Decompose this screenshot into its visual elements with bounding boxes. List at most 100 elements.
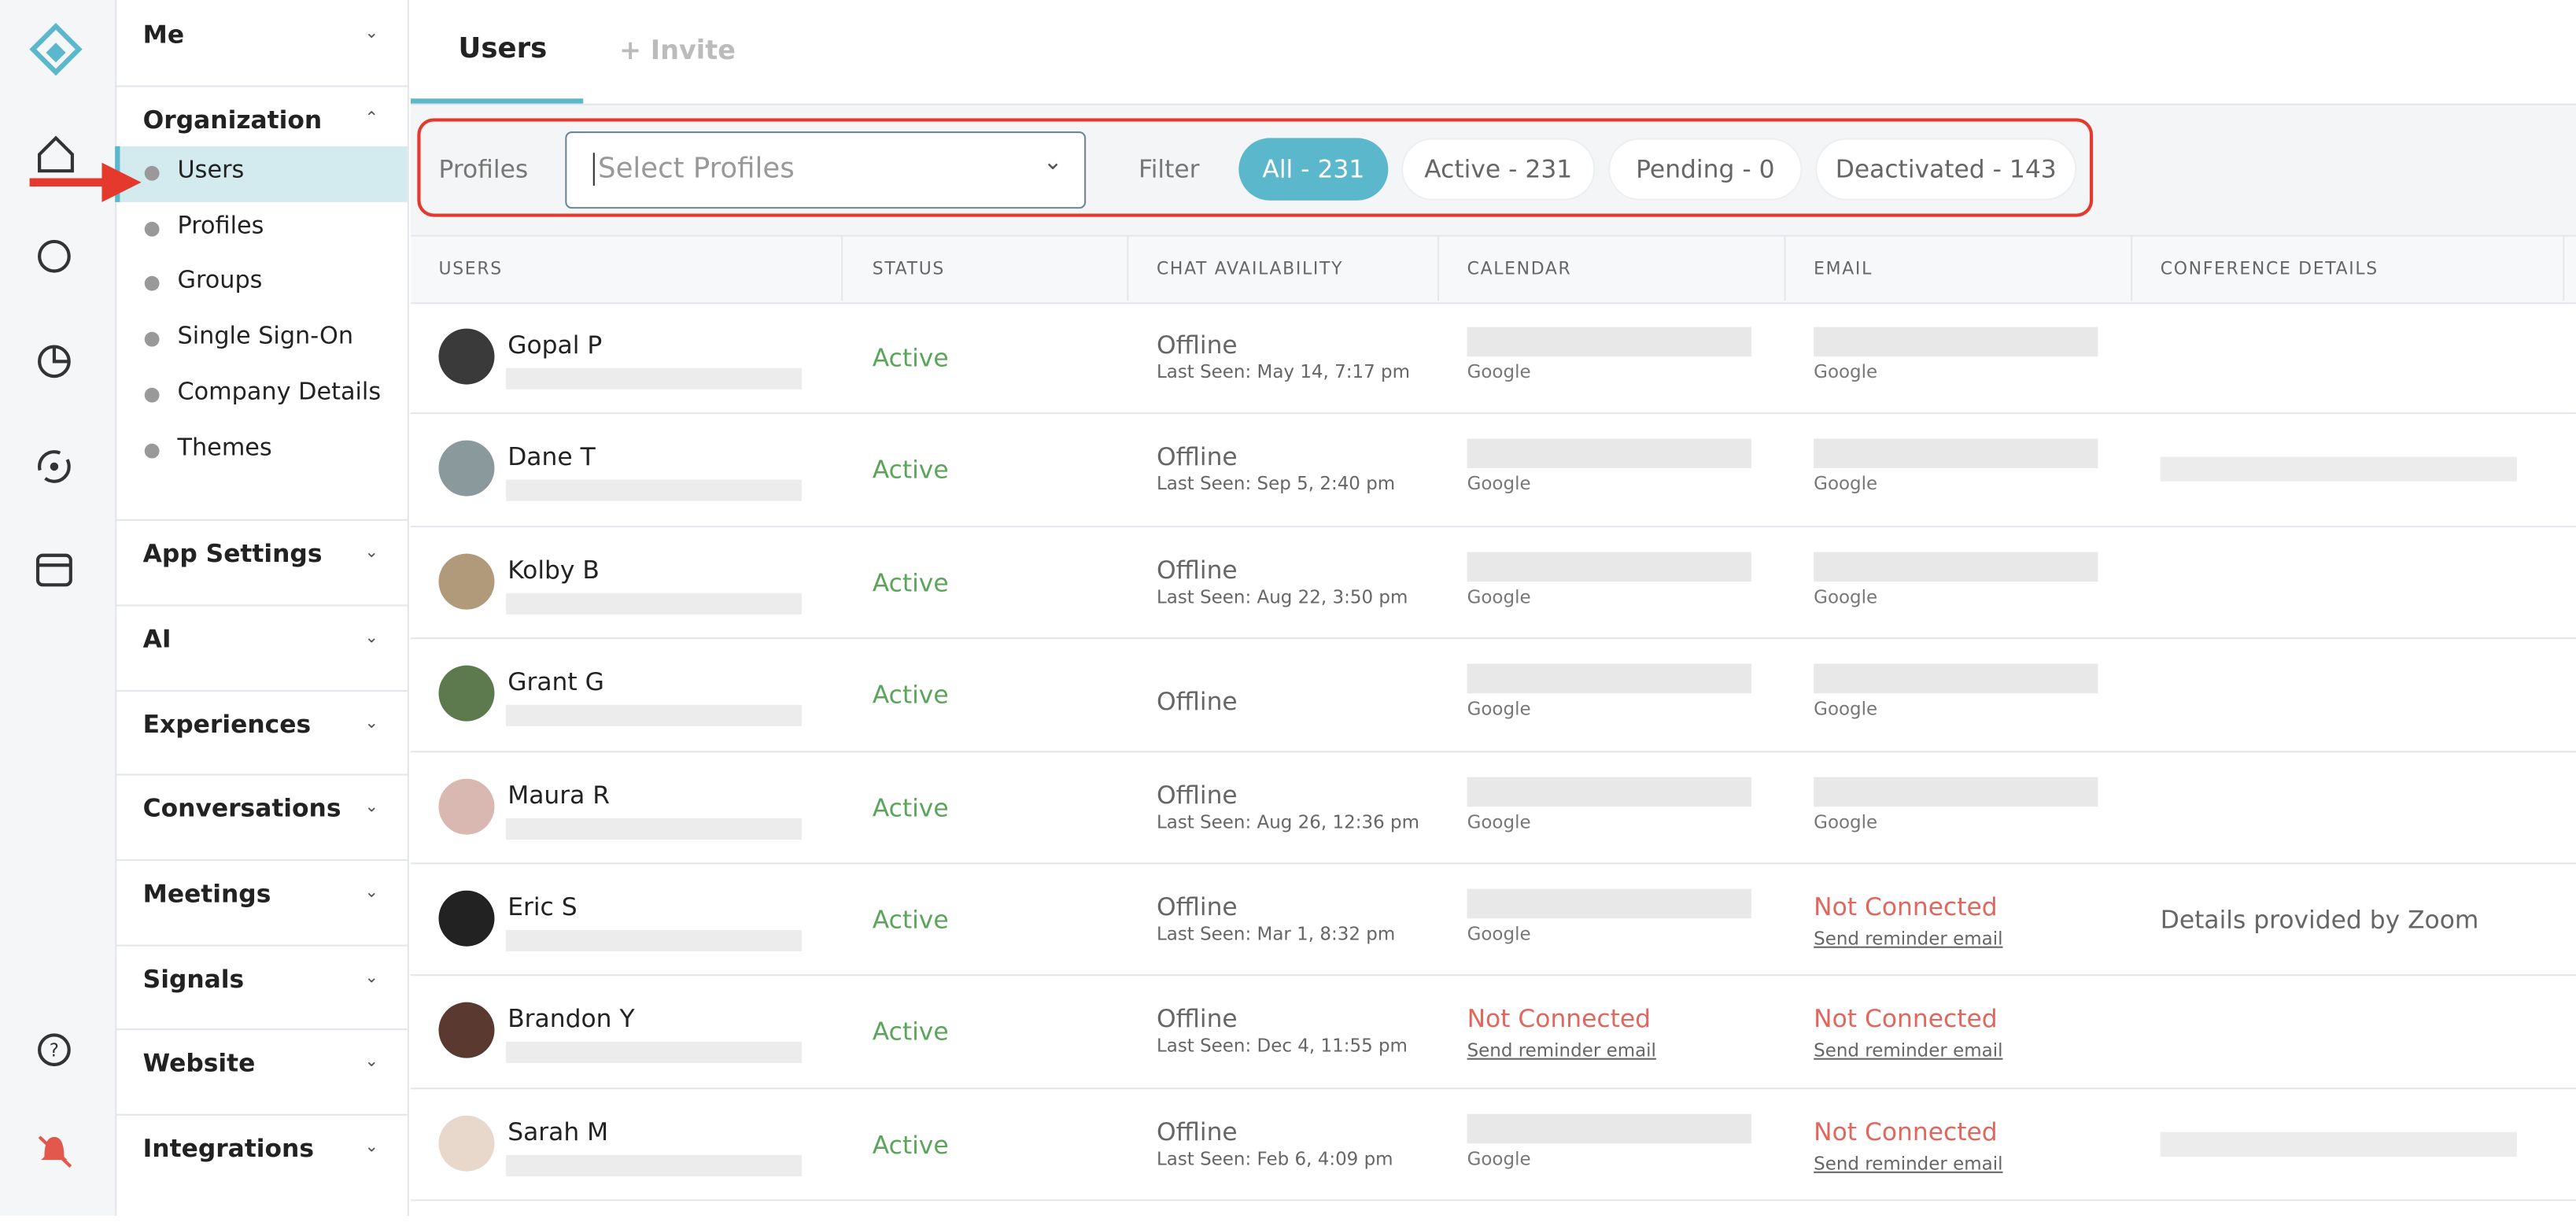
settings-nav: Me ⌄ Organization ⌃ Users Profiles Groups Singl… bbox=[115, 0, 409, 1216]
filter-pill-label[interactable]: Deactivated - 143 bbox=[1835, 154, 2057, 184]
nav-item[interactable]: Groups bbox=[177, 268, 263, 295]
row-divider bbox=[411, 525, 2576, 527]
table-header bbox=[411, 234, 2576, 305]
connection-status: Not Connected bbox=[1814, 892, 1998, 922]
user-name[interactable]: Maura R bbox=[507, 779, 611, 810]
reminder-link[interactable]: Send reminder email bbox=[1814, 1040, 2003, 1062]
filter-pill-label[interactable]: Active - 231 bbox=[1424, 154, 1573, 184]
status: Active bbox=[872, 343, 949, 373]
redacted bbox=[2160, 457, 2517, 482]
filter-pill[interactable]: All - 231 bbox=[1238, 138, 1389, 201]
filter-label: Filter bbox=[1138, 154, 1200, 184]
divider bbox=[115, 774, 408, 777]
avatar bbox=[438, 441, 495, 497]
chevron: ⌄ bbox=[364, 884, 379, 903]
section-label[interactable]: Meetings bbox=[142, 879, 271, 909]
column-divider bbox=[1437, 234, 1440, 301]
chat-status: Offline bbox=[1156, 1004, 1238, 1035]
row-divider bbox=[411, 862, 2576, 865]
reminder-link[interactable]: Send reminder email bbox=[1467, 1040, 1656, 1062]
user-name[interactable]: Eric S bbox=[507, 892, 578, 922]
section-label[interactable]: Conversations bbox=[142, 794, 341, 824]
column-divider bbox=[2131, 234, 2133, 301]
divider bbox=[115, 1113, 408, 1116]
section-label[interactable]: Signals bbox=[142, 964, 245, 994]
redacted bbox=[1467, 439, 1751, 469]
section-label[interactable]: AI bbox=[142, 624, 172, 654]
connection-status: Not Connected bbox=[1467, 1004, 1652, 1035]
column-header: CHAT AVAILABILITY bbox=[1156, 259, 1344, 279]
redacted bbox=[1467, 552, 1751, 581]
column-divider bbox=[2563, 234, 2565, 301]
nav-item[interactable]: Single Sign-On bbox=[177, 323, 354, 350]
redacted bbox=[1814, 663, 2098, 694]
item-icon bbox=[144, 443, 160, 458]
nav-item[interactable]: Company Details bbox=[177, 379, 382, 406]
section-label[interactable]: Me bbox=[142, 20, 185, 50]
user-name[interactable]: Kolby B bbox=[507, 555, 600, 585]
section-label[interactable]: Experiences bbox=[142, 709, 312, 739]
reminder-link[interactable]: Send reminder email bbox=[1814, 1153, 2003, 1175]
redacted bbox=[2160, 1132, 2517, 1157]
provider: Google bbox=[1467, 361, 1531, 383]
provider: Google bbox=[1814, 698, 1878, 720]
filter-pill-label[interactable]: Pending - 0 bbox=[1636, 154, 1775, 184]
status: Active bbox=[872, 792, 949, 823]
redacted bbox=[506, 480, 802, 502]
chevron: ⌄ bbox=[364, 1054, 379, 1072]
section-label[interactable]: Website bbox=[142, 1048, 256, 1079]
rail-icons: ? bbox=[29, 22, 83, 1168]
reminder-link[interactable]: Send reminder email bbox=[1814, 928, 2003, 950]
select-chevron: ⌄ bbox=[1043, 150, 1063, 176]
provider: Google bbox=[1467, 698, 1531, 720]
chat-status: Offline bbox=[1156, 779, 1238, 810]
user-name[interactable]: Sarah M bbox=[507, 1117, 609, 1146]
nav-item[interactable]: Profiles bbox=[177, 212, 264, 239]
filter-pill[interactable]: Deactivated - 143 bbox=[1815, 138, 2077, 201]
item-icon bbox=[144, 165, 160, 181]
provider: Google bbox=[1467, 474, 1531, 496]
avatar bbox=[438, 1115, 495, 1172]
redacted bbox=[1814, 327, 2098, 357]
avatar bbox=[438, 777, 495, 834]
chevron: ⌄ bbox=[364, 799, 379, 818]
user-name[interactable]: Grant G bbox=[507, 667, 604, 697]
row-divider bbox=[411, 750, 2576, 752]
section-label[interactable]: App Settings bbox=[142, 539, 323, 569]
section-label[interactable]: Integrations bbox=[142, 1133, 315, 1164]
redacted bbox=[1467, 327, 1751, 357]
user-name[interactable]: Brandon Y bbox=[507, 1004, 635, 1035]
tab[interactable]: + Invite bbox=[619, 34, 736, 66]
divider bbox=[115, 604, 408, 607]
filter-pill-label[interactable]: All - 231 bbox=[1262, 154, 1365, 184]
select-placeholder: Select Profiles bbox=[592, 153, 795, 186]
profiles-select[interactable]: Select Profiles ⌄ bbox=[565, 131, 1087, 209]
avatar bbox=[438, 666, 495, 722]
user-name[interactable]: Gopal P bbox=[507, 330, 603, 360]
provider: Google bbox=[1814, 361, 1878, 383]
provider: Google bbox=[1814, 810, 1878, 833]
redacted bbox=[506, 593, 802, 615]
tab[interactable]: Users bbox=[458, 32, 548, 66]
provider: Google bbox=[1467, 923, 1531, 945]
section-label[interactable]: Organization bbox=[142, 104, 323, 135]
divider bbox=[115, 1028, 408, 1031]
user-name[interactable]: Dane T bbox=[507, 442, 596, 473]
redacted bbox=[1467, 1113, 1751, 1143]
avatar bbox=[438, 890, 495, 947]
redacted bbox=[506, 929, 802, 951]
row-divider bbox=[411, 1087, 2576, 1089]
chat-status: Offline bbox=[1156, 442, 1238, 473]
nav-item[interactable]: Users bbox=[177, 157, 245, 184]
chat-status: Offline bbox=[1156, 892, 1238, 922]
tab-underline bbox=[411, 98, 584, 104]
filter-pill[interactable]: Active - 231 bbox=[1401, 138, 1596, 201]
chat-status: Offline bbox=[1156, 330, 1238, 360]
avatar bbox=[438, 328, 495, 385]
connection-status: Not Connected bbox=[1814, 1004, 1998, 1035]
nav-item[interactable]: Themes bbox=[177, 434, 272, 462]
redacted bbox=[506, 1154, 802, 1176]
filter-pill[interactable]: Pending - 0 bbox=[1608, 138, 1803, 201]
status: Active bbox=[872, 568, 949, 598]
